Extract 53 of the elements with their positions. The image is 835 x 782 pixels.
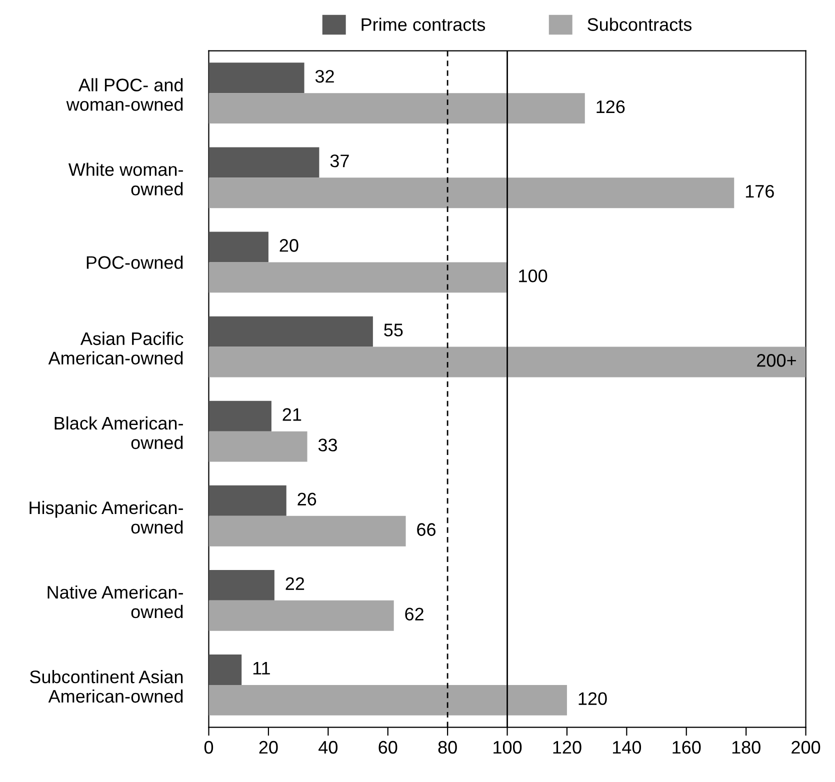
x-tick-label: 120 <box>553 740 582 754</box>
data-label: 21 <box>282 408 302 421</box>
bar <box>208 684 567 716</box>
data-label: 176 <box>746 184 774 198</box>
x-tick-label: 160 <box>672 740 701 754</box>
data-label: 62 <box>405 608 424 620</box>
data-label: 32 <box>315 70 334 83</box>
x-tick-label: 100 <box>494 740 522 754</box>
y-tick-label: Asian Pacific American-owned <box>48 332 184 365</box>
data-label: 26 <box>298 492 316 506</box>
data-label: 66 <box>417 523 436 536</box>
data-label: 55 <box>384 324 403 336</box>
data-label: 20 <box>280 239 298 252</box>
data-label: 100 <box>519 269 548 282</box>
bar <box>208 400 272 432</box>
x-tick-label: 60 <box>378 740 398 754</box>
data-label: 37 <box>330 154 349 168</box>
bar <box>208 600 394 631</box>
data-label: 126 <box>596 100 625 114</box>
bar <box>208 262 508 293</box>
y-tick-label: Native American- owned <box>48 585 183 618</box>
y-tick-label: All POC- and woman-owned <box>66 78 183 111</box>
bar <box>208 316 373 347</box>
legend-label: Subcontracts <box>588 18 692 31</box>
x-tick-label: 40 <box>318 740 338 754</box>
x-tick-label: 200 <box>792 740 820 754</box>
bar <box>208 178 734 208</box>
x-tick-label: 180 <box>732 740 760 754</box>
y-tick-label: Subcontinent Asian American-owned <box>30 670 183 703</box>
bar <box>208 570 274 600</box>
bar <box>208 62 304 94</box>
y-tick-label: POC-owned <box>86 256 183 269</box>
legend-label: Prime contracts <box>362 18 486 31</box>
bar <box>208 346 806 378</box>
bar <box>208 654 242 685</box>
data-label: 33 <box>318 438 337 452</box>
bar <box>208 147 320 178</box>
bar <box>208 485 286 516</box>
y-tick-label: White woman- owned <box>68 162 183 196</box>
data-label: 120 <box>578 692 607 706</box>
x-tick-label: 140 <box>612 740 642 754</box>
data-label: 22 <box>286 577 304 590</box>
bar <box>208 232 268 262</box>
bar <box>208 431 308 462</box>
bar <box>208 93 585 124</box>
data-label: 11 <box>253 662 270 674</box>
x-tick-label: 80 <box>438 740 457 754</box>
x-tick-label: 20 <box>259 740 278 754</box>
y-tick-label: Hispanic American- owned <box>30 500 183 534</box>
data-label: 200+ <box>757 354 796 367</box>
y-tick-label: Black American- owned <box>54 416 183 450</box>
bar <box>208 516 406 546</box>
x-tick-label: 0 <box>204 740 214 754</box>
